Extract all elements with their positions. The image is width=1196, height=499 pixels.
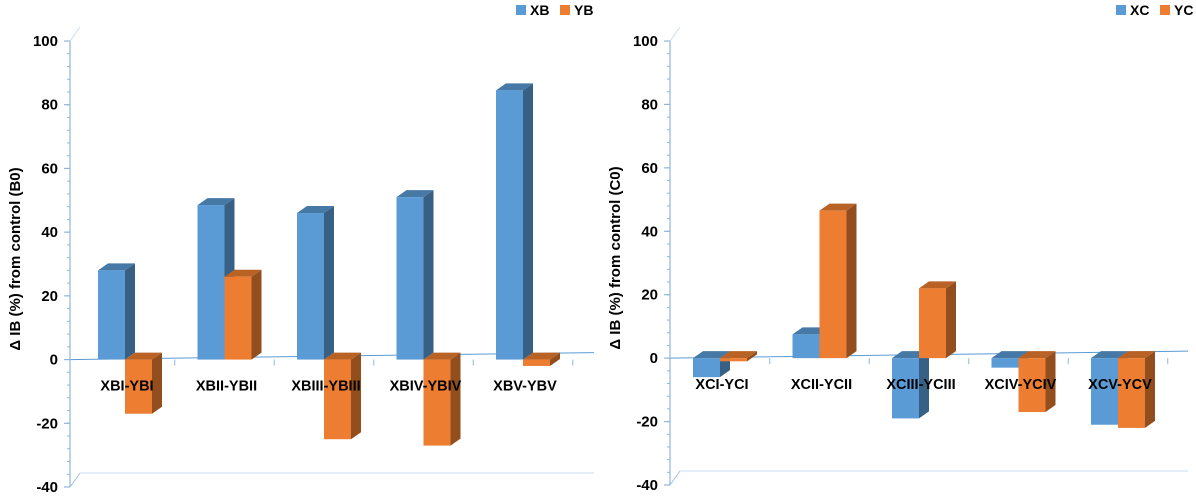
y-axis-label: Δ IB (%) from control (B0) bbox=[7, 167, 24, 350]
y-axis-label: Δ IB (%) from control (C0) bbox=[607, 166, 624, 349]
legend-swatch-xc bbox=[1116, 5, 1126, 15]
x-category-label: XCIV-YCIV bbox=[985, 377, 1057, 393]
y-tick-label: 80 bbox=[641, 96, 658, 113]
bar-yb-xbiii-ybiii bbox=[324, 352, 361, 440]
legend-swatch-xb bbox=[516, 5, 526, 15]
wall-edge-top bbox=[669, 26, 681, 42]
bar-xc-xciii-yciii bbox=[892, 351, 929, 419]
x-category-label: XCIII-YCIII bbox=[886, 377, 955, 393]
bar-xb-xbi-ybi bbox=[98, 263, 135, 360]
y-tick-label: 80 bbox=[41, 97, 58, 114]
bar-xc-xci-yci bbox=[693, 351, 730, 378]
y-tick-label: 40 bbox=[41, 224, 58, 241]
legend-label-xc: XC bbox=[1130, 2, 1149, 18]
y-tick-label: -40 bbox=[36, 479, 58, 496]
y-tick-label: 40 bbox=[641, 223, 658, 240]
y-tick-label: -20 bbox=[636, 414, 658, 431]
bar-yc-xciv-yciv bbox=[1018, 351, 1056, 413]
bar-xb-xbiii-ybiii bbox=[297, 206, 334, 360]
bar-yc-xciii-yciii bbox=[919, 281, 956, 359]
bar-yc-xci-yci bbox=[720, 351, 757, 362]
x-category-label: XCV-YCV bbox=[1088, 377, 1152, 393]
floor-edge-left bbox=[669, 470, 681, 486]
wall-edge-top bbox=[69, 26, 81, 42]
legend-swatch-yb bbox=[560, 5, 570, 15]
bar-yb-xbv-ybv bbox=[523, 352, 560, 366]
y-tick-label: 100 bbox=[633, 33, 658, 50]
y-tick-label: 20 bbox=[641, 287, 658, 304]
x-category-label: XBII-YBII bbox=[196, 379, 257, 395]
x-category-label: XCI-YCI bbox=[695, 377, 748, 393]
bar-yc-xcv-ycv bbox=[1118, 351, 1155, 428]
x-category-label: XBV-YBV bbox=[493, 379, 557, 395]
x-category-label: XBIV-YBIV bbox=[390, 379, 462, 395]
floor-edge-left bbox=[69, 472, 81, 488]
bar-xb-xbv-ybv bbox=[496, 83, 533, 360]
bar-yb-xbii-ybii bbox=[224, 269, 262, 360]
bar-yb-xbiv-ybiv bbox=[423, 352, 461, 446]
bar-yb-xbi-ybi bbox=[125, 352, 162, 414]
y-tick-label: 0 bbox=[50, 352, 58, 369]
y-tick-label: 100 bbox=[33, 33, 58, 50]
x-category-label: XBIII-YBIII bbox=[291, 379, 360, 395]
y-tick-label: -40 bbox=[636, 477, 658, 494]
legend-label-yb: YB bbox=[574, 2, 593, 18]
legend-swatch-yc bbox=[1160, 5, 1170, 15]
legend-label-yc: YC bbox=[1174, 2, 1193, 18]
bar-yc-xcii-ycii bbox=[819, 203, 857, 359]
legend-label-xb: XB bbox=[530, 2, 549, 18]
bar-xb-xbiv-ybiv bbox=[396, 190, 434, 360]
y-tick-label: 20 bbox=[41, 288, 58, 305]
chart-b: -40 -20 0 20 40 60 80 100 Δ IB (%) from control … bbox=[7, 2, 595, 496]
y-tick-label: 60 bbox=[41, 160, 58, 177]
x-category-label: XCII-YCII bbox=[791, 377, 852, 393]
y-tick-label: 60 bbox=[641, 160, 658, 177]
x-category-label: XBI-YBI bbox=[100, 379, 153, 395]
y-tick-label: 0 bbox=[650, 350, 658, 367]
chart-c: -40 -20 0 20 40 60 80 100 Δ IB (%) from control … bbox=[607, 2, 1193, 494]
y-tick-label: -20 bbox=[36, 415, 58, 432]
